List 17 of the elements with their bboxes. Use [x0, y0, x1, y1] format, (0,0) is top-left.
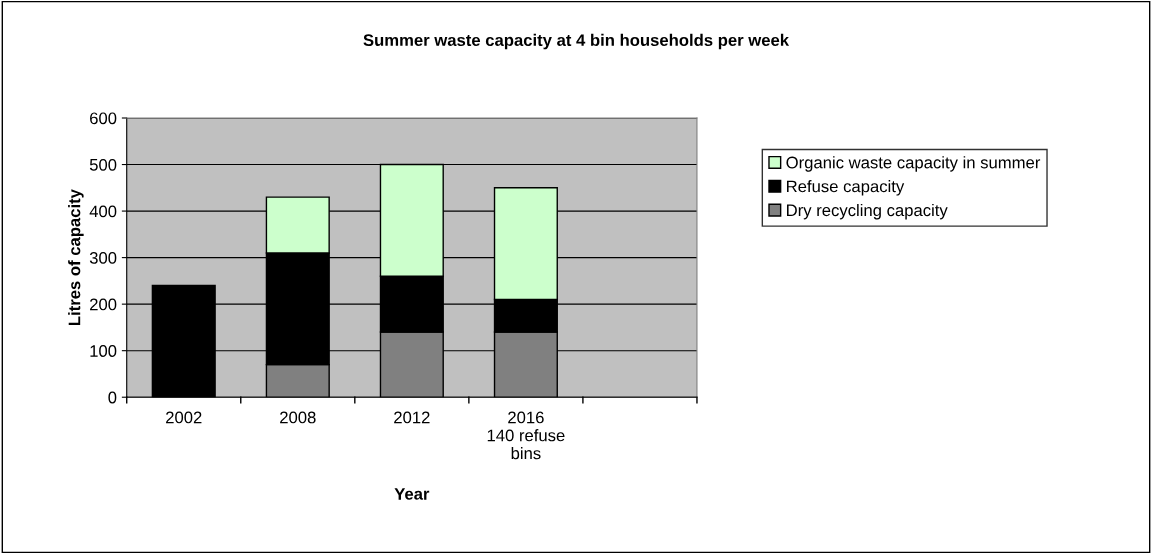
- x-tick-label: 2002: [166, 411, 202, 424]
- y-tick-label: 500: [89, 158, 117, 171]
- chart-title: Summer waste capacity at 4 bin households per week: [363, 33, 790, 50]
- x-axis-title: Year: [394, 488, 430, 500]
- legend-label: Refuse capacity: [787, 180, 905, 196]
- legend-label: Organic waste capacity in summer: [786, 156, 1041, 172]
- y-tick-label: 600: [90, 112, 117, 125]
- y-tick-label: 0: [108, 391, 117, 404]
- y-tick-label: 300: [89, 252, 117, 264]
- legend-label: Dry recycling capacity: [787, 203, 948, 220]
- x-tick-label: 2008: [280, 411, 316, 424]
- y-tick-label: 400: [89, 205, 117, 218]
- x-tick-label: 2016 140 refuse bins: [487, 411, 565, 460]
- y-axis-title: Litres of capacity: [68, 189, 84, 326]
- y-tick-label: 100: [90, 345, 117, 357]
- y-tick-label: 200: [90, 298, 117, 311]
- x-tick-label: 2012: [394, 411, 430, 424]
